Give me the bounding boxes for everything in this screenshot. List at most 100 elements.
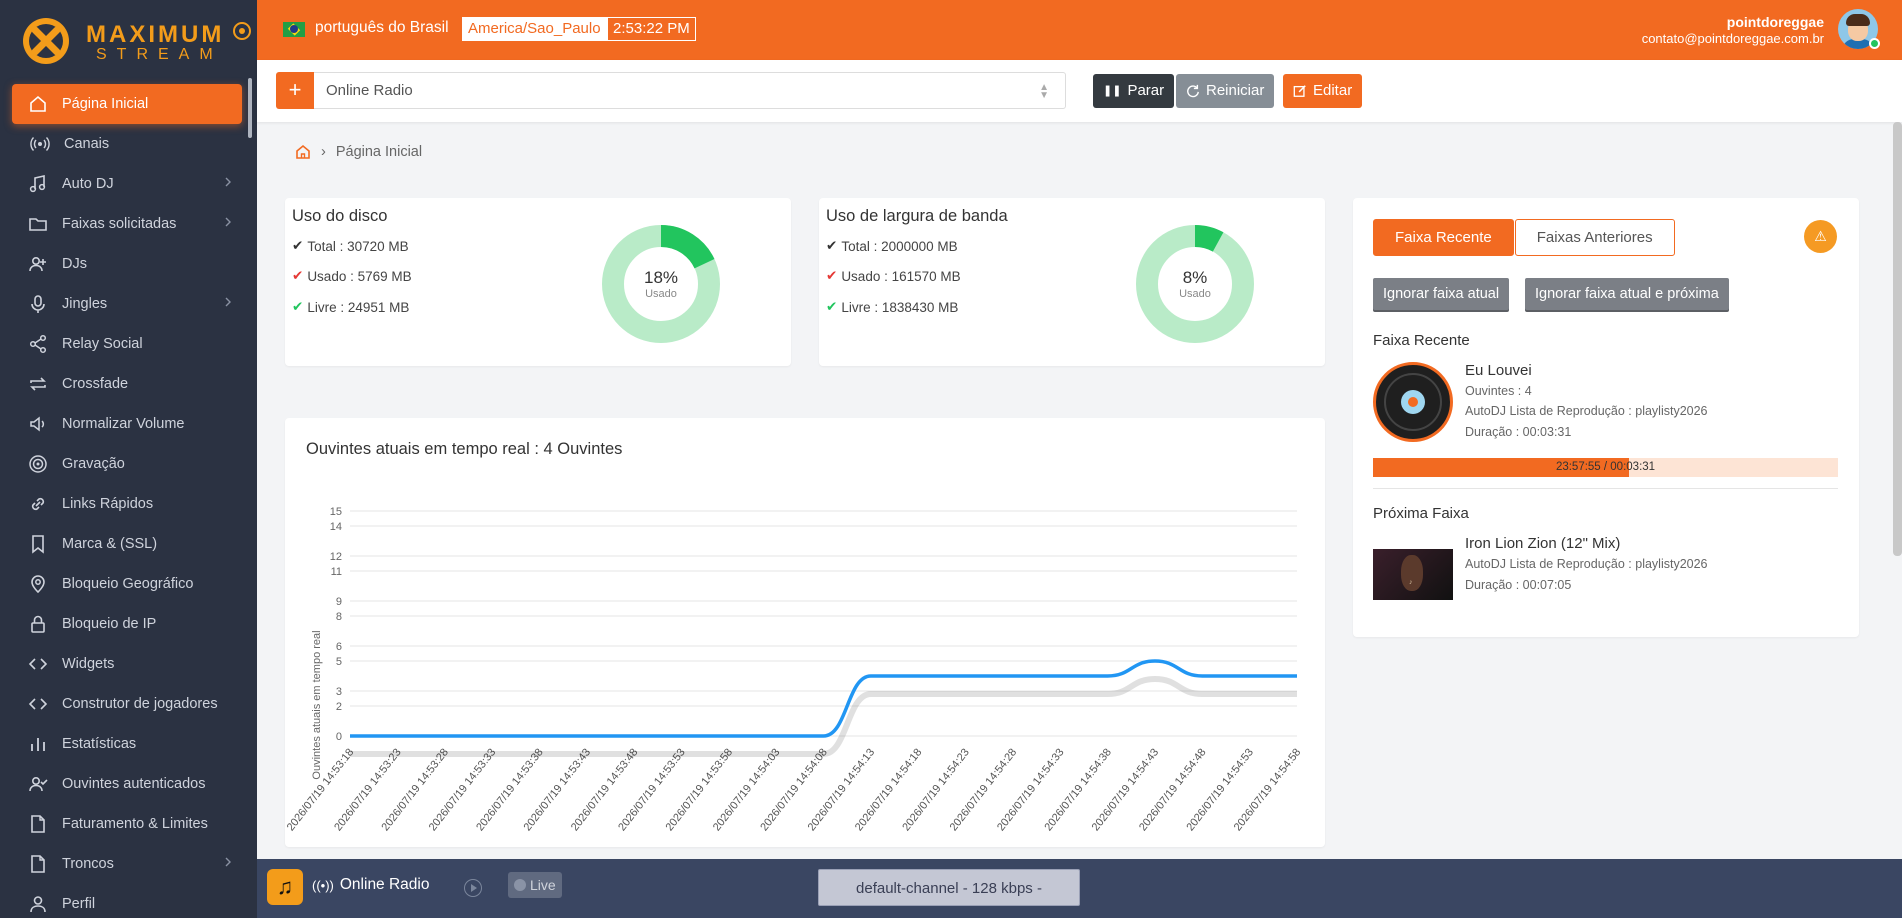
disk-donut-used bbox=[602, 225, 720, 343]
edit-icon bbox=[1293, 85, 1306, 97]
recent-track-duration: Duração : 00:03:31 bbox=[1465, 425, 1572, 439]
user-icon bbox=[28, 894, 48, 914]
play-button[interactable] bbox=[464, 879, 482, 897]
sidebar-item-marca-ssl[interactable]: Marca & (SSL) bbox=[0, 524, 257, 564]
page-scrollbar[interactable] bbox=[1893, 122, 1902, 556]
channel-info-label: default-channel - 128 kbps - shoutcast2 bbox=[818, 869, 1080, 918]
breadcrumb: › Página Inicial bbox=[295, 144, 422, 160]
music-app-icon: ♫ bbox=[267, 869, 303, 905]
select-arrows-icon: ▲ ▼ bbox=[1039, 82, 1049, 101]
bandwidth-used: ✔ Usado : 161570 MB bbox=[826, 268, 961, 284]
chart-y-tick-label: 9 bbox=[336, 596, 342, 608]
channel-select[interactable]: Online Radio ▲ ▼ bbox=[314, 72, 1066, 109]
bottom-player-bar: ♫ ((•)) Online Radio Live default-channe… bbox=[257, 859, 1902, 918]
sidebar-item-label: Marca & (SSL) bbox=[62, 536, 158, 552]
sidebar-item-label: Canais bbox=[64, 136, 110, 152]
link-icon bbox=[28, 494, 48, 514]
sidebar-item-auto-dj[interactable]: Auto DJ bbox=[0, 164, 257, 204]
sidebar-item-faixas-solicitadas[interactable]: Faixas solicitadas bbox=[0, 204, 257, 244]
add-channel-button[interactable]: + bbox=[276, 72, 314, 109]
bandwidth-percent-sublabel: Usado bbox=[1179, 288, 1211, 300]
broadcast-icon: ((•)) bbox=[312, 877, 334, 893]
skip-current-and-next-button[interactable]: Ignorar faixa atual e próxima bbox=[1525, 278, 1729, 310]
vinyl-disc-icon bbox=[1373, 362, 1453, 442]
track-progress-bar: 23:57:55 / 00:03:31 bbox=[1373, 458, 1838, 477]
disk-total: ✔ Total : 30720 MB bbox=[292, 238, 409, 254]
sidebar-item-label: Ouvintes autenticados bbox=[62, 776, 206, 792]
chart-line-shadow bbox=[350, 675, 1297, 757]
chart-y-tick-label: 5 bbox=[336, 656, 342, 668]
breadcrumb-current: Página Inicial bbox=[335, 144, 423, 160]
sidebar-item-label: Faturamento & Limites bbox=[62, 816, 208, 832]
sidebar-item-pagina-inicial[interactable]: Página Inicial bbox=[12, 84, 242, 124]
skip-current-button[interactable]: Ignorar faixa atual bbox=[1373, 278, 1510, 310]
disk-free-text: Livre : 24951 MB bbox=[307, 299, 410, 315]
chart-y-tick-label: 11 bbox=[331, 566, 342, 578]
refresh-icon bbox=[1187, 84, 1199, 98]
sidebar-item-normalizar-volume[interactable]: Normalizar Volume bbox=[0, 404, 257, 444]
sidebar-item-faturamento-limites[interactable]: Faturamento & Limites bbox=[0, 804, 257, 844]
sidebar-item-crossfade[interactable]: Crossfade bbox=[0, 364, 257, 404]
language-selector[interactable]: português do Brasil bbox=[315, 19, 449, 36]
pause-icon: ❚❚ bbox=[1103, 85, 1122, 97]
sidebar-item-construtor-de-jogadores[interactable]: Construtor de jogadores bbox=[0, 684, 257, 724]
sidebar-scrollbar[interactable] bbox=[248, 78, 252, 138]
username[interactable]: pointdoreggae bbox=[1726, 14, 1824, 30]
chevron-right-icon bbox=[223, 856, 233, 872]
sidebar-item-label: Página Inicial bbox=[62, 96, 149, 112]
sidebar-toggle-icon[interactable] bbox=[233, 22, 251, 40]
track-tabs: Faixa Recente Faixas Anteriores bbox=[1373, 219, 1675, 256]
sidebar-item-canais[interactable]: Canais bbox=[0, 124, 257, 164]
sidebar-item-label: Normalizar Volume bbox=[62, 416, 185, 432]
chevron-right-icon bbox=[223, 296, 233, 312]
tab-previous-tracks[interactable]: Faixas Anteriores bbox=[1514, 219, 1675, 256]
disk-usage-title: Uso do disco bbox=[292, 207, 388, 225]
recent-track-heading: Faixa Recente bbox=[1373, 332, 1470, 349]
bandwidth-free: ✔ Livre : 1838430 MB bbox=[826, 299, 958, 315]
tab-recent-track[interactable]: Faixa Recente bbox=[1373, 219, 1514, 256]
brazil-flag-icon[interactable] bbox=[283, 22, 305, 37]
sidebar-item-bloqueio-geografico[interactable]: Bloqueio Geográfico bbox=[0, 564, 257, 604]
sidebar-item-ouvintes-autenticados[interactable]: Ouvintes autenticados bbox=[0, 764, 257, 804]
home-icon[interactable] bbox=[295, 144, 311, 160]
recent-track-playlist: AutoDJ Lista de Reprodução : playlisty20… bbox=[1465, 404, 1708, 418]
recent-track-title: Eu Louvei bbox=[1465, 362, 1532, 379]
bandwidth-usage-title: Uso de largura de banda bbox=[826, 207, 1008, 225]
sidebar-item-gravacao[interactable]: Gravação bbox=[0, 444, 257, 484]
live-toggle[interactable]: Live bbox=[508, 872, 562, 898]
file-icon bbox=[28, 814, 48, 834]
edit-button[interactable]: Editar bbox=[1283, 74, 1363, 108]
restart-button[interactable]: Reiniciar bbox=[1176, 74, 1275, 108]
check-circle-icon: ✔ bbox=[292, 268, 304, 283]
stop-button[interactable]: ❚❚ Parar bbox=[1093, 74, 1175, 108]
disk-usage-card: Uso do disco ✔ Total : 30720 MB ✔ Usado : … bbox=[285, 198, 791, 366]
track-progress-fill bbox=[1373, 458, 1629, 477]
user-check-icon bbox=[28, 774, 48, 794]
chart-title: Ouvintes atuais em tempo real : 4 Ouvint… bbox=[306, 440, 623, 458]
sidebar-item-widgets[interactable]: Widgets bbox=[0, 644, 257, 684]
share-icon bbox=[28, 334, 48, 354]
sidebar-item-jingles[interactable]: Jingles bbox=[0, 284, 257, 324]
check-circle-icon: ✔ bbox=[292, 299, 304, 314]
sidebar-item-djs[interactable]: DJs bbox=[0, 244, 257, 284]
sidebar-item-label: Auto DJ bbox=[62, 176, 114, 192]
chart-y-tick-label: 12 bbox=[330, 551, 342, 563]
maximum-stream-logo[interactable]: MAXIMUM STREAM bbox=[20, 14, 255, 66]
disk-donut-label: 18% Usado bbox=[601, 268, 721, 300]
sidebar-item-links-rapidos[interactable]: Links Rápidos bbox=[0, 484, 257, 524]
sidebar-item-bloqueio-de-ip[interactable]: Bloqueio de IP bbox=[0, 604, 257, 644]
code-icon bbox=[28, 694, 48, 714]
bandwidth-donut-label: 8% Usado bbox=[1135, 268, 1255, 300]
sidebar-item-estatisticas[interactable]: Estatísticas bbox=[0, 724, 257, 764]
repeat-icon bbox=[28, 374, 48, 394]
check-circle-icon: ✔ bbox=[826, 268, 838, 283]
sidebar-item-troncos[interactable]: Troncos bbox=[0, 844, 257, 884]
sidebar-item-perfil[interactable]: Perfil bbox=[0, 884, 257, 918]
sidebar-item-label: Perfil bbox=[62, 896, 96, 912]
live-label: Live bbox=[530, 877, 556, 893]
player-station: ((•)) Online Radio bbox=[312, 876, 429, 894]
warning-icon[interactable]: ⚠ bbox=[1804, 220, 1837, 253]
sidebar-item-relay-social[interactable]: Relay Social bbox=[0, 324, 257, 364]
chart-y-tick-label: 2 bbox=[336, 701, 342, 713]
map-pin-icon bbox=[28, 574, 48, 594]
